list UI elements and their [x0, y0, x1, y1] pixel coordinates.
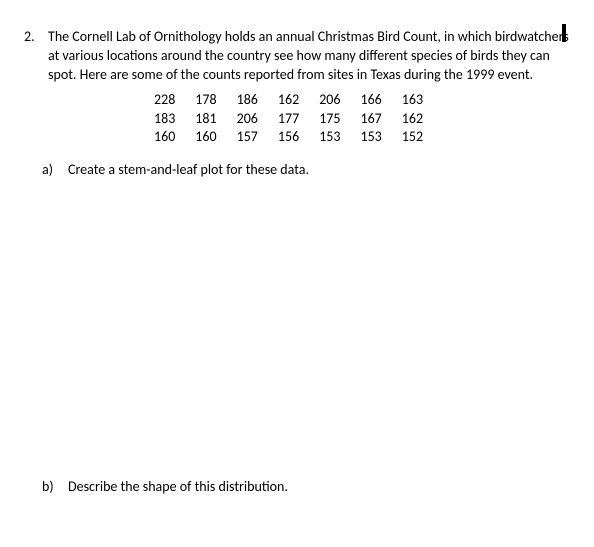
data-cell: 181	[185, 110, 226, 129]
data-cell: 152	[392, 128, 433, 147]
part-b-text: Describe the shape of this distribution.	[68, 478, 288, 495]
data-cell: 153	[350, 128, 391, 147]
part-b-label: b)	[42, 478, 58, 495]
problem-text: The Cornell Lab of Ornithology holds an …	[48, 28, 570, 85]
problem-2: 2. The Cornell Lab of Ornithology holds …	[24, 28, 570, 85]
data-cell: 228	[144, 91, 185, 110]
table-row: 160 160 157 156 153 153 152	[144, 128, 433, 147]
text-cursor	[562, 24, 566, 42]
data-cell: 162	[392, 110, 433, 129]
table-row: 183 181 206 177 175 167 162	[144, 110, 433, 129]
data-cell: 153	[309, 128, 350, 147]
data-cell: 166	[350, 91, 391, 110]
data-cell: 156	[268, 128, 309, 147]
problem-number: 2.	[24, 28, 40, 45]
data-cell: 162	[268, 91, 309, 110]
data-cell: 175	[309, 110, 350, 129]
data-cell: 206	[227, 110, 268, 129]
part-a: a) Create a stem-and-leaf plot for these…	[42, 161, 570, 178]
data-cell: 167	[350, 110, 391, 129]
part-a-text: Create a stem-and-leaf plot for these da…	[68, 161, 309, 178]
data-table: 228 178 186 162 206 166 163 183 181 206 …	[144, 91, 433, 148]
part-b: b) Describe the shape of this distributi…	[42, 478, 570, 495]
table-row: 228 178 186 162 206 166 163	[144, 91, 433, 110]
data-cell: 160	[144, 128, 185, 147]
data-cell: 177	[268, 110, 309, 129]
data-cell: 178	[185, 91, 226, 110]
data-cell: 206	[309, 91, 350, 110]
part-a-label: a)	[42, 161, 58, 178]
data-cell: 183	[144, 110, 185, 129]
data-cell: 186	[227, 91, 268, 110]
data-cell: 160	[185, 128, 226, 147]
data-cell: 163	[392, 91, 433, 110]
data-cell: 157	[227, 128, 268, 147]
